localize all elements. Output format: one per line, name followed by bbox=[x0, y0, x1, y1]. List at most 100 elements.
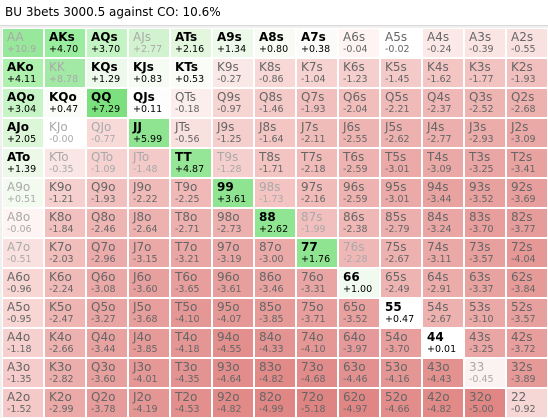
hand-cell[interactable]: 63o -4.46 bbox=[338, 358, 380, 388]
hand-cell[interactable]: AQs +3.70 bbox=[86, 28, 128, 58]
hand-cell[interactable]: J4s -2.77 bbox=[422, 118, 464, 148]
hand-cell[interactable]: 87s -1.99 bbox=[296, 208, 338, 238]
hand-cell[interactable]: 84s -3.24 bbox=[422, 208, 464, 238]
hand-cell[interactable]: 62s -3.84 bbox=[506, 268, 548, 298]
hand-cell[interactable]: T2o -4.53 bbox=[170, 388, 212, 418]
hand-cell[interactable]: 74o -4.10 bbox=[296, 328, 338, 358]
hand-cell[interactable]: J8o -2.64 bbox=[128, 208, 170, 238]
hand-cell[interactable]: JTo -1.48 bbox=[128, 148, 170, 178]
hand-cell[interactable]: J3o -4.01 bbox=[128, 358, 170, 388]
hand-cell[interactable]: 95o -4.07 bbox=[212, 298, 254, 328]
hand-cell[interactable]: 83s -3.70 bbox=[464, 208, 506, 238]
hand-cell[interactable]: AQo +3.04 bbox=[2, 88, 44, 118]
hand-cell[interactable]: A2o -1.52 bbox=[2, 388, 44, 418]
hand-cell[interactable]: A4s -0.24 bbox=[422, 28, 464, 58]
hand-cell[interactable]: AA +10.9 bbox=[2, 28, 44, 58]
hand-cell[interactable]: Q7s -1.93 bbox=[296, 88, 338, 118]
hand-cell[interactable]: 98o -2.73 bbox=[212, 208, 254, 238]
hand-cell[interactable]: 86s -2.38 bbox=[338, 208, 380, 238]
hand-cell[interactable]: 92s -3.69 bbox=[506, 178, 548, 208]
hand-cell[interactable]: AJs +2.77 bbox=[128, 28, 170, 58]
hand-cell[interactable]: K5s -1.45 bbox=[380, 58, 422, 88]
hand-cell[interactable]: T5s -3.01 bbox=[380, 148, 422, 178]
hand-cell[interactable]: A8s +0.80 bbox=[254, 28, 296, 58]
hand-cell[interactable]: Q4o -3.44 bbox=[86, 328, 128, 358]
hand-cell[interactable]: 73o -4.68 bbox=[296, 358, 338, 388]
hand-cell[interactable]: 95s -3.01 bbox=[380, 178, 422, 208]
hand-cell[interactable]: Q3o -3.60 bbox=[86, 358, 128, 388]
hand-cell[interactable]: J4o -3.85 bbox=[128, 328, 170, 358]
hand-cell[interactable]: 64o -3.97 bbox=[338, 328, 380, 358]
hand-cell[interactable]: A4o -1.18 bbox=[2, 328, 44, 358]
hand-cell[interactable]: T4s -3.09 bbox=[422, 148, 464, 178]
hand-cell[interactable]: J2s -3.09 bbox=[506, 118, 548, 148]
hand-cell[interactable]: 54o -3.70 bbox=[380, 328, 422, 358]
hand-cell[interactable]: J9s -1.25 bbox=[212, 118, 254, 148]
hand-cell[interactable]: 55 +0.47 bbox=[380, 298, 422, 328]
hand-cell[interactable]: AKo +4.11 bbox=[2, 58, 44, 88]
hand-cell[interactable]: K4o -2.66 bbox=[44, 328, 86, 358]
hand-cell[interactable]: A5s -0.02 bbox=[380, 28, 422, 58]
hand-cell[interactable]: J9o -2.22 bbox=[128, 178, 170, 208]
hand-cell[interactable]: KQo +0.47 bbox=[44, 88, 86, 118]
hand-cell[interactable]: 76s -2.28 bbox=[338, 238, 380, 268]
hand-cell[interactable]: 88 +2.62 bbox=[254, 208, 296, 238]
hand-cell[interactable]: 98s -1.73 bbox=[254, 178, 296, 208]
hand-cell[interactable]: 32o -5.00 bbox=[464, 388, 506, 418]
hand-cell[interactable]: K6o -2.24 bbox=[44, 268, 86, 298]
hand-cell[interactable]: 63s -3.37 bbox=[464, 268, 506, 298]
hand-cell[interactable]: J8s -1.64 bbox=[254, 118, 296, 148]
hand-cell[interactable]: QTo -1.09 bbox=[86, 148, 128, 178]
hand-cell[interactable]: J3s -2.93 bbox=[464, 118, 506, 148]
hand-cell[interactable]: 93o -4.64 bbox=[212, 358, 254, 388]
hand-cell[interactable]: 64s -2.91 bbox=[422, 268, 464, 298]
hand-cell[interactable]: T2s -3.41 bbox=[506, 148, 548, 178]
hand-cell[interactable]: J5s -2.62 bbox=[380, 118, 422, 148]
hand-cell[interactable]: KTs +0.53 bbox=[170, 58, 212, 88]
hand-cell[interactable]: Q6s -2.04 bbox=[338, 88, 380, 118]
hand-cell[interactable]: Q6o -3.08 bbox=[86, 268, 128, 298]
hand-cell[interactable]: 99 +3.61 bbox=[212, 178, 254, 208]
hand-cell[interactable]: T9o -2.25 bbox=[170, 178, 212, 208]
hand-cell[interactable]: J7o -3.15 bbox=[128, 238, 170, 268]
hand-cell[interactable]: 43s -3.25 bbox=[464, 328, 506, 358]
hand-cell[interactable]: T7o -3.21 bbox=[170, 238, 212, 268]
hand-cell[interactable]: 85o -3.85 bbox=[254, 298, 296, 328]
hand-cell[interactable]: Q5s -2.21 bbox=[380, 88, 422, 118]
hand-cell[interactable]: AJo +2.05 bbox=[2, 118, 44, 148]
hand-cell[interactable]: T6s -2.59 bbox=[338, 148, 380, 178]
hand-cell[interactable]: 85s -2.79 bbox=[380, 208, 422, 238]
hand-cell[interactable]: J2o -4.19 bbox=[128, 388, 170, 418]
hand-cell[interactable]: T8o -2.71 bbox=[170, 208, 212, 238]
hand-cell[interactable]: 72s -4.04 bbox=[506, 238, 548, 268]
hand-cell[interactable]: J6o -3.60 bbox=[128, 268, 170, 298]
hand-cell[interactable]: K2s -1.93 bbox=[506, 58, 548, 88]
hand-cell[interactable]: T8s -1.71 bbox=[254, 148, 296, 178]
hand-cell[interactable]: 54s -2.67 bbox=[422, 298, 464, 328]
hand-cell[interactable]: 97o -3.19 bbox=[212, 238, 254, 268]
hand-cell[interactable]: J5o -3.68 bbox=[128, 298, 170, 328]
hand-cell[interactable]: QQ +7.29 bbox=[86, 88, 128, 118]
hand-cell[interactable]: 52s -3.57 bbox=[506, 298, 548, 328]
hand-cell[interactable]: Q9s -0.97 bbox=[212, 88, 254, 118]
hand-cell[interactable]: K8s -0.86 bbox=[254, 58, 296, 88]
hand-cell[interactable]: T6o -3.65 bbox=[170, 268, 212, 298]
hand-cell[interactable]: 75o -3.71 bbox=[296, 298, 338, 328]
hand-cell[interactable]: 32s -3.89 bbox=[506, 358, 548, 388]
hand-cell[interactable]: A6o -0.96 bbox=[2, 268, 44, 298]
hand-cell[interactable]: A9o +0.51 bbox=[2, 178, 44, 208]
hand-cell[interactable]: K9o -1.21 bbox=[44, 178, 86, 208]
hand-cell[interactable]: A3s -0.39 bbox=[464, 28, 506, 58]
hand-cell[interactable]: T5o -4.10 bbox=[170, 298, 212, 328]
hand-cell[interactable]: A9s +1.34 bbox=[212, 28, 254, 58]
hand-cell[interactable]: 52o -4.66 bbox=[380, 388, 422, 418]
hand-cell[interactable]: 65o -3.52 bbox=[338, 298, 380, 328]
hand-cell[interactable]: ATs +2.16 bbox=[170, 28, 212, 58]
hand-cell[interactable]: 97s -2.16 bbox=[296, 178, 338, 208]
hand-cell[interactable]: 87o -3.00 bbox=[254, 238, 296, 268]
hand-cell[interactable]: 77 +1.76 bbox=[296, 238, 338, 268]
hand-cell[interactable]: K5o -2.47 bbox=[44, 298, 86, 328]
hand-cell[interactable]: 82s -3.77 bbox=[506, 208, 548, 238]
hand-cell[interactable]: 65s -2.49 bbox=[380, 268, 422, 298]
hand-cell[interactable]: TT +4.87 bbox=[170, 148, 212, 178]
